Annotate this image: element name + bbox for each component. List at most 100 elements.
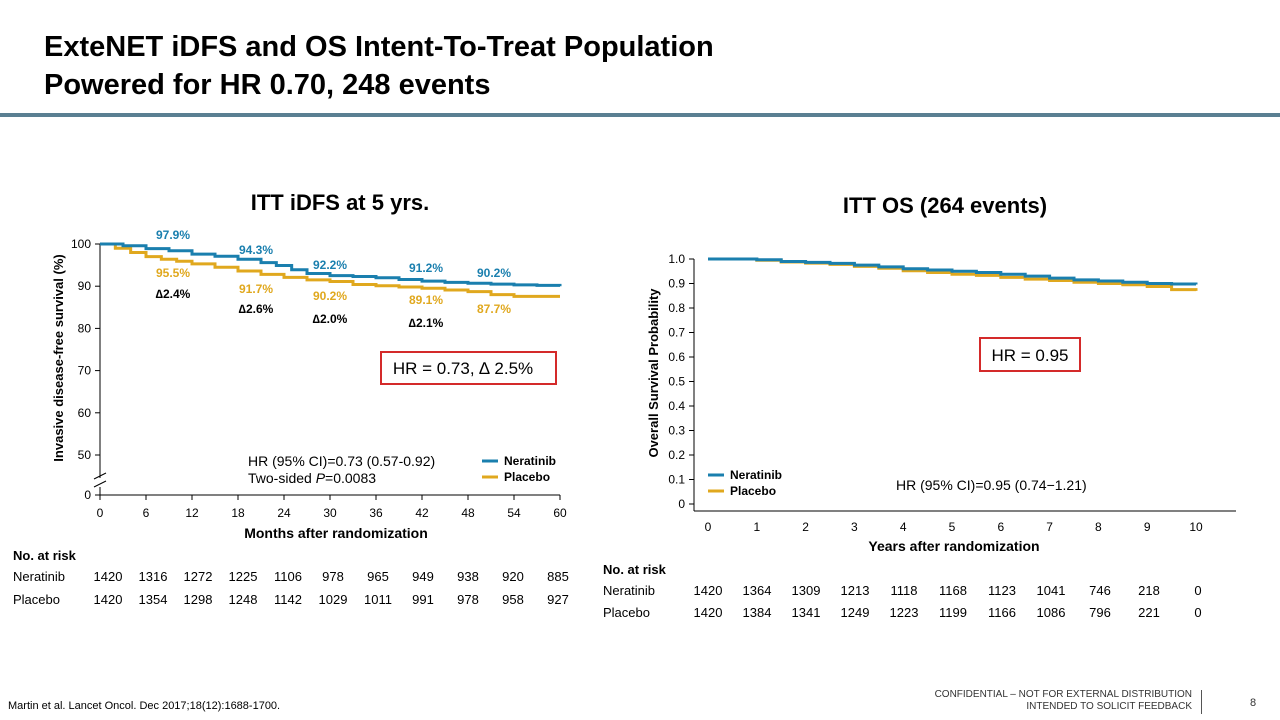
risk-table-header: No. at risk <box>603 562 666 577</box>
risk-cell: 1168 <box>939 583 967 598</box>
data-label-delta: ∆2.4% <box>156 287 191 301</box>
risk-row-label: Neratinib <box>603 583 656 598</box>
y-tick-label: 100 <box>71 237 91 251</box>
risk-table-header: No. at risk <box>13 548 76 563</box>
footer-divider <box>1201 690 1202 714</box>
page-number: 8 <box>1250 697 1257 709</box>
y-tick-label: 0.5 <box>668 375 685 389</box>
series-line-neratinib <box>100 242 562 287</box>
risk-cell: 1341 <box>791 605 821 620</box>
data-label-delta: ∆2.6% <box>239 302 274 316</box>
x-tick-label: 7 <box>1046 520 1053 534</box>
risk-cell: 1316 <box>138 569 168 584</box>
risk-cell: 1272 <box>183 569 213 584</box>
risk-cell: 1420 <box>693 583 723 598</box>
hr-box-label: HR = 0.95 <box>991 346 1068 365</box>
risk-cell: 1420 <box>93 569 123 584</box>
y-tick-label: 0.7 <box>668 326 685 340</box>
data-label-placebo: 89.1% <box>409 293 443 307</box>
risk-cell: 991 <box>412 592 434 607</box>
p-value-symbol: P <box>316 470 326 486</box>
risk-cell: 938 <box>457 569 479 584</box>
x-tick-label: 8 <box>1095 520 1102 534</box>
y-tick-label: 0.9 <box>668 277 685 291</box>
risk-cell: 0 <box>1194 605 1202 620</box>
x-tick-label: 0 <box>705 520 712 534</box>
hr-box <box>979 337 1081 372</box>
x-tick-label: 9 <box>1144 520 1151 534</box>
idfs-chart: 50 60 70 80 90 100 00 6 12 18 24 30 36 42 48 54 60 Months… <box>51 228 567 541</box>
data-label-delta: ∆2.1% <box>409 316 444 330</box>
hr-box <box>380 351 557 385</box>
risk-cell: 1249 <box>840 605 870 620</box>
risk-cell: 1384 <box>742 605 772 620</box>
slide-title-line1: ExteNET iDFS and OS Intent-To-Treat Popu… <box>44 31 714 63</box>
data-label-neratinib: 94.3% <box>239 243 273 257</box>
risk-cell: 1309 <box>791 583 821 598</box>
y-tick-label: 0.8 <box>668 301 685 315</box>
risk-cell: 746 <box>1089 583 1111 598</box>
risk-row-label: Placebo <box>603 605 650 620</box>
risk-cell: 221 <box>1138 605 1160 620</box>
data-label-neratinib: 91.2% <box>409 261 443 275</box>
risk-cell: 1213 <box>840 583 870 598</box>
y-tick-label: 1.0 <box>668 252 685 266</box>
data-label-placebo: 90.2% <box>313 289 347 303</box>
risk-cell: 218 <box>1138 583 1160 598</box>
legend-label-neratinib: Neratinib <box>730 468 782 482</box>
x-tick-label: 54 <box>507 506 521 520</box>
risk-cell: 1166 <box>988 605 1016 620</box>
risk-row-label: Placebo <box>13 592 60 607</box>
risk-cell: 965 <box>367 569 389 584</box>
os-chart: 0 0.1 0.2 0.3 0.4 0.5 0.6 0.7 0.8 0.9 1.0 0 1 2 3 4 5 6 7 8… <box>646 252 1236 554</box>
hr-ci-annotation: HR (95% CI)=0.95 (0.74−1.21) <box>896 477 1087 493</box>
x-tick-label: 60 <box>553 506 567 520</box>
confidential-notice: CONFIDENTIAL – NOT FOR EXTERNAL DISTRIBU… <box>880 689 1192 713</box>
y-tick-label: 0.2 <box>668 448 685 462</box>
legend-label-neratinib: Neratinib <box>504 454 556 468</box>
data-label-neratinib: 92.2% <box>313 258 347 272</box>
citation-footnote: Martin et al. Lancet Oncol. Dec 2017;18(… <box>8 700 281 712</box>
risk-cell: 1118 <box>890 583 918 598</box>
risk-cell: 1123 <box>988 583 1016 598</box>
x-axis-label: Months after randomization <box>244 525 428 541</box>
data-label-placebo: 87.7% <box>477 302 511 316</box>
axis-break-mark <box>93 472 107 480</box>
x-tick-label: 4 <box>900 520 907 534</box>
series-line-neratinib <box>708 257 1198 286</box>
risk-cell: 885 <box>547 569 569 584</box>
risk-cell: 1225 <box>228 569 258 584</box>
risk-cell: 978 <box>322 569 344 584</box>
x-tick-label: 0 <box>97 506 104 520</box>
y-tick-label: 80 <box>78 321 92 335</box>
x-axis-label: Years after randomization <box>868 538 1039 554</box>
y-tick-label: 70 <box>78 364 92 378</box>
risk-cell: 0 <box>1194 583 1202 598</box>
idfs-risk-table: No. at risk Neratinib 1420 1316 1272 1225 1106… <box>13 548 588 618</box>
series-line-placebo <box>100 242 560 298</box>
hr-ci-annotation: HR (95% CI)=0.73 (0.57-0.92) <box>248 453 435 469</box>
risk-cell: 796 <box>1089 605 1111 620</box>
x-tick-label: 30 <box>323 506 337 520</box>
y-axis-label: Invasive disease-free survival (%) <box>51 254 66 461</box>
risk-cell: 920 <box>502 569 524 584</box>
risk-cell: 1354 <box>138 592 168 607</box>
risk-cell: 949 <box>412 569 434 584</box>
confidential-line1: CONFIDENTIAL – NOT FOR EXTERNAL DISTRIBU… <box>934 689 1192 700</box>
y-tick-label: 0 <box>678 497 685 511</box>
data-label-placebo: 95.5% <box>156 266 190 280</box>
risk-cell: 1223 <box>889 605 919 620</box>
risk-cell: 1364 <box>742 583 772 598</box>
x-tick-label: 6 <box>997 520 1004 534</box>
p-value-annotation: Two-sided P=0.0083 <box>248 470 376 486</box>
idfs-chart-title: ITT iDFS at 5 yrs. <box>250 190 430 215</box>
risk-cell: 1199 <box>939 605 967 620</box>
y-tick-label: 0.6 <box>668 350 685 364</box>
risk-cell: 1248 <box>228 592 258 607</box>
y-tick-label: 90 <box>78 279 92 293</box>
x-tick-label: 5 <box>949 520 956 534</box>
confidential-line2: INTENDED TO SOLICIT FEEDBACK <box>1026 701 1192 712</box>
risk-cell: 1298 <box>183 592 213 607</box>
legend-label-placebo: Placebo <box>504 470 550 484</box>
risk-cell: 1142 <box>274 592 302 607</box>
